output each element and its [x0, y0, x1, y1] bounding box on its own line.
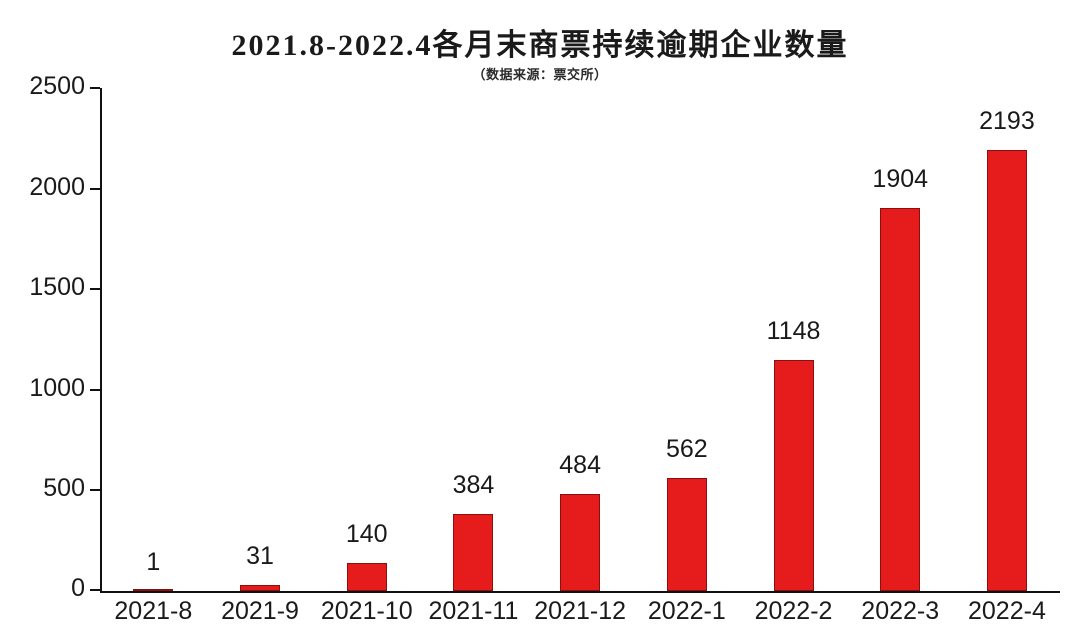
bar-value-label: 2193 — [979, 107, 1035, 135]
bar — [880, 207, 921, 591]
bar-value-label: 140 — [345, 520, 388, 548]
bar-slot: 31 — [207, 88, 314, 591]
bar-value-label: 384 — [452, 471, 495, 499]
y-tick-mark — [90, 288, 100, 291]
bar-slot: 1 — [100, 88, 207, 591]
x-tick-label: 2022-1 — [647, 597, 726, 625]
y-tick-label: 1000 — [29, 373, 85, 402]
x-tick-label: 2022-3 — [861, 597, 940, 625]
y-tick-mark — [90, 187, 100, 190]
bar-slot: 140 — [313, 88, 420, 591]
x-tick-label: 2021-8 — [114, 597, 193, 625]
bar — [133, 589, 174, 591]
bar-value-label: 1904 — [872, 165, 929, 193]
bar-series: 1 31 140 384 484 562 — [100, 88, 1060, 591]
y-tick-label: 0 — [71, 574, 85, 602]
chart-title: 2021.8-2022.4各月末商票持续逾期企业数量 — [231, 29, 849, 62]
y-tick-mark — [90, 589, 100, 591]
plot-area: 2500 2000 1500 1000 500 0 1 31 140 — [29, 72, 1060, 602]
y-tick-label: 500 — [43, 474, 85, 503]
bar-slot: 2193 — [954, 88, 1061, 591]
x-axis-labels: 2021-8 2021-9 2021-10 2021-11 2021-12 20… — [100, 597, 1060, 634]
x-tick-label: 2021-12 — [534, 597, 627, 625]
bar — [453, 513, 494, 591]
x-tick-label: 2022-2 — [754, 597, 833, 625]
bar-slot: 384 — [420, 88, 527, 591]
y-tick-label: 2500 — [29, 72, 85, 100]
y-axis-line — [100, 88, 102, 593]
y-tick-mark — [90, 388, 100, 391]
x-tick-label: 2021-9 — [221, 597, 299, 625]
y-tick-mark — [90, 87, 100, 89]
bar — [240, 584, 281, 591]
x-axis-line — [100, 591, 1060, 593]
bar-value-label: 31 — [246, 542, 274, 570]
bar — [560, 493, 601, 591]
y-tick-mark — [90, 489, 100, 492]
bar-value-label: 484 — [559, 451, 601, 479]
bar-value-label: 562 — [665, 435, 708, 463]
bar-value-label: 1148 — [766, 317, 821, 345]
x-tick-label: 2022-4 — [968, 597, 1046, 625]
bar-slot: 562 — [634, 88, 741, 591]
bar — [666, 477, 707, 591]
bar — [346, 562, 387, 591]
bar — [773, 359, 814, 591]
bar-slot: 1904 — [847, 88, 954, 591]
y-tick-label: 1500 — [29, 273, 85, 302]
chart-subtitle: （数据来源：票交所） — [472, 67, 608, 82]
bar — [986, 149, 1027, 591]
bar-slot: 1148 — [740, 88, 847, 591]
x-tick-label: 2021-10 — [320, 597, 413, 625]
bar-slot: 484 — [527, 88, 634, 591]
y-tick-label: 2000 — [29, 172, 85, 201]
x-tick-label: 2021-11 — [428, 597, 519, 625]
bar-value-label: 1 — [146, 548, 161, 576]
